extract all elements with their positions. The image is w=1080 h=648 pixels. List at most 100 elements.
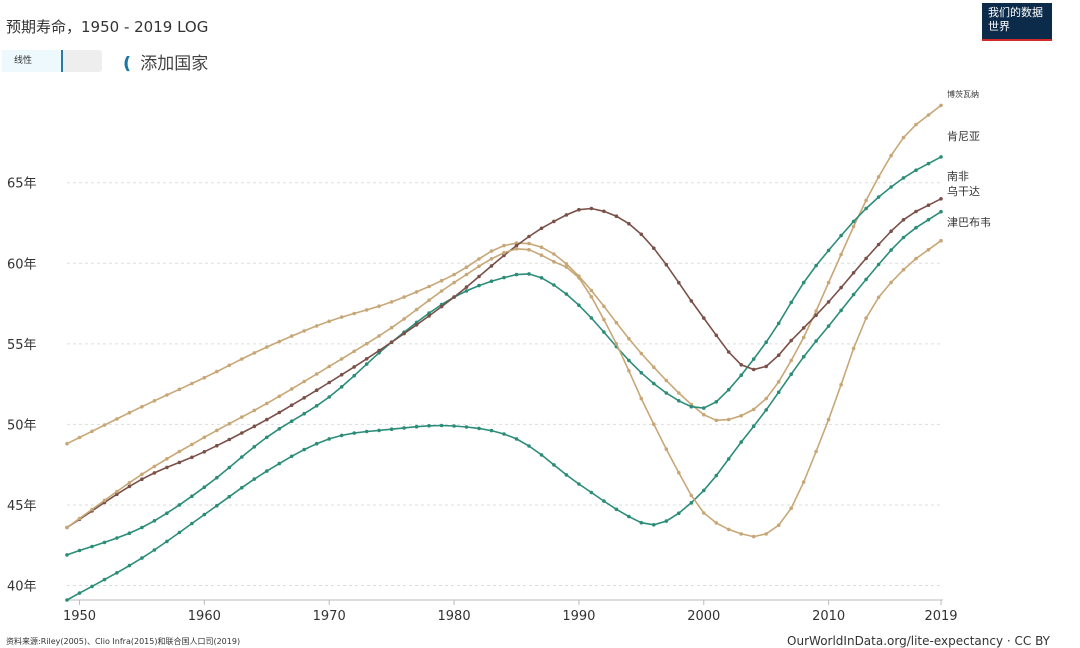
data-point <box>452 280 456 285</box>
data-point <box>477 274 481 279</box>
data-point <box>102 577 107 582</box>
data-point <box>577 482 581 486</box>
data-point <box>776 390 781 395</box>
data-point <box>926 203 931 207</box>
data-point <box>714 333 719 338</box>
data-point <box>814 449 818 454</box>
data-point <box>726 387 731 392</box>
data-point <box>876 175 881 179</box>
data-point <box>839 382 843 387</box>
source-url[interactable]: OurWorldInData.org/lite-expectancy · CC … <box>787 634 1050 648</box>
data-point <box>664 378 669 383</box>
data-point <box>564 473 569 477</box>
data-point <box>776 380 781 384</box>
data-point <box>277 339 282 344</box>
data-point <box>639 520 644 525</box>
x-tick-label: 2010 <box>812 609 845 624</box>
data-point <box>739 440 743 444</box>
data-point <box>801 335 806 340</box>
data-point <box>789 300 793 305</box>
data-point <box>552 463 556 467</box>
data-point <box>489 428 494 433</box>
data-point <box>801 480 806 484</box>
data-point <box>327 437 332 441</box>
data-point <box>889 248 893 252</box>
data-point <box>851 219 856 224</box>
data-point <box>489 257 494 261</box>
data-point <box>202 485 207 490</box>
data-point <box>165 511 169 515</box>
y-tick-label: 40年 <box>7 580 37 595</box>
data-point <box>751 534 756 539</box>
data-point <box>901 135 906 140</box>
data-point <box>240 485 244 490</box>
data-point <box>839 252 843 257</box>
series-label: 乌干达 <box>947 184 980 198</box>
data-point <box>240 455 244 459</box>
data-point <box>289 334 294 338</box>
data-point <box>801 280 806 285</box>
data-point <box>477 426 481 431</box>
data-point <box>427 314 431 318</box>
data-point <box>664 262 669 267</box>
y-tick-label: 60年 <box>7 257 37 272</box>
data-point <box>140 404 144 409</box>
data-point <box>864 316 868 320</box>
data-point <box>252 351 257 355</box>
data-point <box>377 428 381 433</box>
data-point <box>302 447 307 452</box>
data-point <box>215 443 219 448</box>
data-point <box>227 421 232 426</box>
scale-linear-button[interactable]: 线性 <box>2 50 63 72</box>
data-point <box>227 363 232 368</box>
data-point <box>589 288 594 293</box>
data-point <box>726 350 731 354</box>
data-point <box>577 207 581 212</box>
data-point <box>639 396 644 401</box>
data-point <box>901 235 906 240</box>
x-tick-label: 1980 <box>438 609 471 624</box>
data-point <box>202 450 207 454</box>
data-point <box>252 477 257 481</box>
scale-toggle[interactable]: 线性 <box>2 50 102 72</box>
data-point <box>77 591 82 595</box>
data-point <box>165 457 169 461</box>
data-point <box>602 304 606 309</box>
data-point <box>826 248 831 253</box>
data-point <box>352 373 357 378</box>
data-point <box>776 523 781 527</box>
data-point <box>252 408 257 413</box>
data-point <box>439 423 444 428</box>
data-point <box>539 245 544 249</box>
data-point <box>714 473 719 478</box>
data-point <box>152 399 157 403</box>
data-point <box>889 280 893 285</box>
data-point <box>364 341 369 346</box>
data-point <box>514 243 519 248</box>
source-note: 资料来源:Riley(2005)、Clio Infra(2015)和联合国人口司… <box>6 637 241 646</box>
data-point <box>177 387 182 392</box>
data-point <box>102 498 107 503</box>
data-point <box>689 493 694 498</box>
data-point <box>889 153 893 158</box>
data-point <box>115 571 119 575</box>
data-point <box>614 214 619 218</box>
data-point <box>652 246 656 250</box>
data-point <box>677 280 681 285</box>
data-point <box>652 523 656 527</box>
series-label: 肯尼亚 <box>947 130 980 143</box>
data-point <box>864 198 868 203</box>
add-country-button[interactable]: ❪ 添加国家 <box>120 49 208 74</box>
data-point <box>439 304 444 309</box>
data-point <box>664 391 669 395</box>
owid-logo[interactable]: 我们的数据世界 <box>982 3 1052 41</box>
add-country-icon: ❪ <box>120 54 135 74</box>
data-point <box>489 249 494 253</box>
data-point <box>265 345 269 349</box>
data-point <box>252 445 257 449</box>
data-point <box>552 219 556 224</box>
data-point <box>726 417 731 422</box>
data-point <box>801 354 806 359</box>
data-point <box>751 407 756 412</box>
data-point <box>252 424 257 429</box>
